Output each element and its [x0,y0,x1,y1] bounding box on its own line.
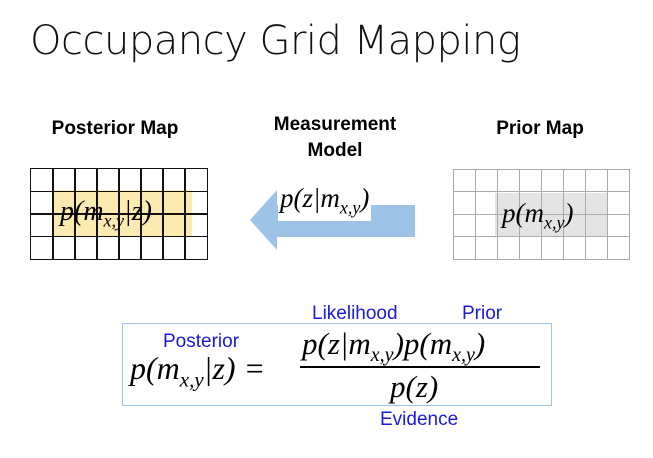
grid-cell [606,213,630,237]
measurement-formula: p(z|mx,y) [278,184,372,222]
prior-grid [452,168,630,260]
grid-cell [562,236,586,260]
grid-cell [74,213,98,238]
grid-cell [518,236,542,260]
grid-cell [118,235,142,260]
grid-cell [118,168,142,193]
grid-cell [74,190,98,215]
grid-cell [584,236,608,260]
grid-cell [606,236,630,260]
grid-cell [518,168,542,192]
label-line: Model [307,140,363,161]
posterior-grid [30,168,208,260]
grid-cell [474,191,498,215]
posterior-cell-formula: p(mx,y|z) [60,196,152,231]
equation-box [122,323,552,406]
grid-cell [562,168,586,192]
grid-cell [474,236,498,260]
grid-cell [96,190,120,215]
prior-map-label: Prior Map [496,118,584,139]
grid-cell [496,168,520,192]
grid-cell [184,235,208,260]
equation-numerator: p(z|mx,y)p(mx,y) [302,326,486,367]
grid-cell [184,168,208,193]
grid-cell [118,213,142,238]
posterior-label: Posterior [163,331,240,352]
grid-cell [540,236,564,260]
equation-lhs: p(mx,y|z) = [130,350,266,392]
grid-cell [162,235,186,260]
grid-cell [74,168,98,193]
grid-cell [30,190,54,215]
grid-cell [96,168,120,193]
grid-cell [30,213,54,238]
grid-cell [584,191,608,215]
grid-cell [162,213,186,238]
grid-cell [606,191,630,215]
slide-title: Occupancy Grid Mapping [30,18,521,64]
grid-cell [162,168,186,193]
prior-cell-formula: p(mx,y) [502,198,574,233]
prior-highlight [495,193,608,236]
grid-cell [140,190,164,215]
grid-cell [140,168,164,193]
grid-cell [184,213,208,238]
grid-cell [52,213,76,238]
grid-cell [52,168,76,193]
posterior-map-label: Posterior Map [51,118,179,139]
grid-cell [584,168,608,192]
grid-cell [452,236,476,260]
grid-cell [140,213,164,238]
evidence-label: Evidence [380,409,459,430]
measurement-model-label: Measurement Model [250,112,420,164]
grid-cell [474,168,498,192]
equation-denominator: p(z) [390,369,439,404]
grid-cell [184,190,208,215]
grid-cell [74,235,98,260]
grid-cell [30,168,54,193]
grid-cell [52,235,76,260]
grid-cell [96,235,120,260]
grid-cell [30,235,54,260]
grid-cell [496,236,520,260]
grid-cell [452,213,476,237]
grid-cell [118,190,142,215]
fraction-bar [300,366,540,368]
label-line: Measurement [273,114,397,135]
grid-cell [52,190,76,215]
grid-cell [452,191,476,215]
grid-cell [452,168,476,192]
grid-cell [96,213,120,238]
grid-cell [474,213,498,237]
likelihood-label: Likelihood [312,303,398,324]
grid-cell [140,235,164,260]
grid-cell [584,213,608,237]
grid-cell [162,190,186,215]
grid-cell [540,168,564,192]
grid-cell [606,168,630,192]
prior-label: Prior [462,303,503,324]
